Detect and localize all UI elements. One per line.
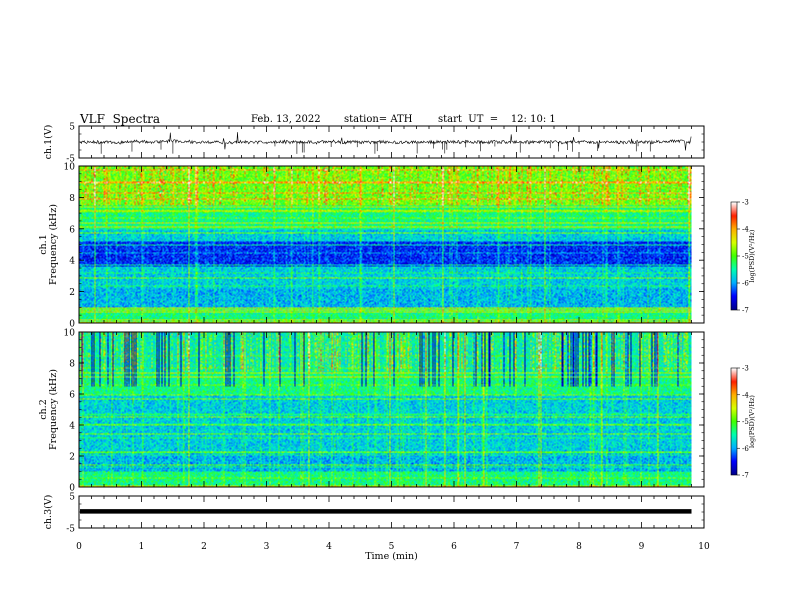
ch1-waveform-panel: 5 -5 ch.1(V) xyxy=(43,123,705,165)
ch2-spectrogram-ylabel: ch.2 xyxy=(38,399,49,420)
station-label: station= ATH xyxy=(344,114,413,125)
ch1-spectrogram-colorbar-tick-label: -3 xyxy=(742,199,749,207)
ch1-spectrogram-colorbar-tick-label: -7 xyxy=(742,307,749,315)
ch2-spectrogram-colorbar-tick-label: -3 xyxy=(742,365,749,373)
ch2-spectrogram-colorbar-tick-label: -6 xyxy=(742,445,749,453)
ch1-spectrogram-ytick-label: 2 xyxy=(69,288,75,298)
ch1-spectrogram-ylabel: ch.1 xyxy=(38,234,49,255)
ch3-waveform-ylabel: ch.3(V) xyxy=(43,495,54,530)
ch2-spectrogram-panel: 0 2 4 6 8 10 ch.2 Frequency (kHz) xyxy=(38,329,705,494)
start-time-label: start UT = 12: 10: 1 xyxy=(438,114,556,125)
time-tick-label: 4 xyxy=(326,542,332,552)
ch1-spectrogram-ylabel: Frequency (kHz) xyxy=(48,204,59,285)
ch1-spectrogram-ytick-label: 10 xyxy=(64,163,76,173)
ch1-waveform-ytick-label: 5 xyxy=(69,123,75,133)
ch1-spectrogram-ytick-label: 0 xyxy=(69,320,75,330)
ch2-spectrogram-ytick-label: 10 xyxy=(64,329,76,339)
time-tick-label: 8 xyxy=(576,542,582,552)
ch2-spectrogram-ytick-label: 6 xyxy=(69,391,75,401)
ch1-spectrogram-colorbar-gradient xyxy=(731,202,737,310)
ch1-spectrogram-image xyxy=(79,166,692,323)
ch1-spectrogram-colorbar-tick-label: -6 xyxy=(742,280,749,288)
ch2-spectrogram-colorbar-gradient xyxy=(731,368,737,475)
time-tick-label: 9 xyxy=(639,542,645,552)
time-tick-label: 1 xyxy=(139,542,145,552)
ch2-spectrogram-colorbar-tick-label: -7 xyxy=(742,472,749,480)
time-tick-label: 6 xyxy=(451,542,457,552)
time-tick-label: 0 xyxy=(76,542,82,552)
ch1-waveform-trace xyxy=(79,132,692,151)
ch3-waveform-ytick-label: 5 xyxy=(69,493,75,503)
ch1-spectrogram-colorbar-label: log(PSD)(V²/Hz) xyxy=(748,229,756,282)
ch1-spectrogram-colorbar-tick-label: -4 xyxy=(742,226,749,234)
ch2-spectrogram-ytick-label: 4 xyxy=(69,422,75,432)
ch2-spectrogram-colorbar-tick-label: -4 xyxy=(742,391,749,399)
ch2-spectrogram-image xyxy=(79,332,692,487)
ch2-spectrogram-colorbar-tick-label: -5 xyxy=(742,418,749,426)
time-axis: 0 1 2 3 4 5 6 7 8 9 10 Time (min) xyxy=(76,542,710,562)
ch3-waveform-panel: 5 -5 ch.3(V) xyxy=(43,493,705,535)
ch3-waveform-ytick-label: -5 xyxy=(66,525,75,535)
ch2-spectrogram-colorbar-label: log(PSD)(V²/Hz) xyxy=(748,395,756,448)
time-axis-label: Time (min) xyxy=(365,551,418,562)
ch2-spectrogram-ytick-label: 2 xyxy=(69,453,75,463)
ch1-colorbar: -3 -4 -5 -6 -7 log(PSD)(V²/Hz) xyxy=(730,199,756,315)
ch1-waveform-ytick-label: -5 xyxy=(66,155,75,165)
ch1-spectrogram-ytick-label: 6 xyxy=(69,225,75,235)
ch1-spectrogram-panel: 0 2 4 6 8 10 ch.1 Frequency (kHz) xyxy=(38,163,705,330)
time-tick-label: 2 xyxy=(201,542,207,552)
ch2-spectrogram-ytick-label: 8 xyxy=(69,360,75,370)
ch1-spectrogram-ytick-label: 4 xyxy=(69,257,75,267)
time-tick-label: 5 xyxy=(389,542,395,552)
time-tick-label: 10 xyxy=(698,542,710,552)
ch2-spectrogram-ytick-label: 0 xyxy=(69,484,75,494)
ch1-spectrogram-colorbar-tick-label: -5 xyxy=(742,253,749,261)
ch2-spectrogram-ylabel: Frequency (kHz) xyxy=(48,369,59,450)
time-tick-label: 3 xyxy=(264,542,270,552)
date-label: Feb. 13, 2022 xyxy=(251,114,321,125)
ch2-colorbar: -3 -4 -5 -6 -7 log(PSD)(V²/Hz) xyxy=(730,365,756,480)
ch1-spectrogram-ytick-label: 8 xyxy=(69,194,75,204)
time-tick-label: 7 xyxy=(514,542,520,552)
figure-title: VLF Spectra xyxy=(80,112,161,126)
ch1-waveform-ylabel: ch.1(V) xyxy=(43,125,54,160)
